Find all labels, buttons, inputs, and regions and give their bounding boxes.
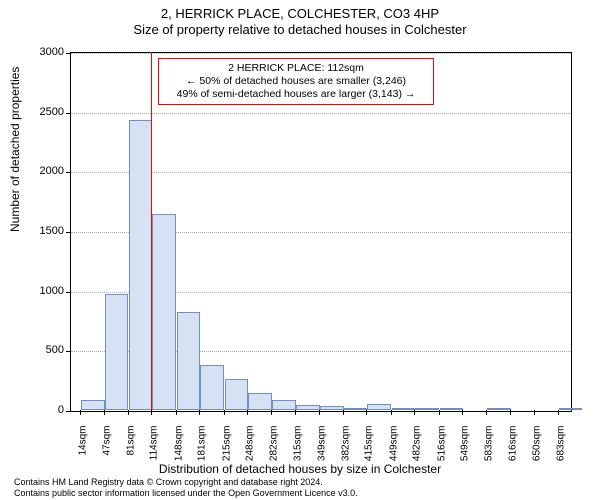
gridline <box>71 113 571 114</box>
footer-line2: Contains public sector information licen… <box>14 488 358 498</box>
x-axis-label: Distribution of detached houses by size … <box>0 462 600 476</box>
annotation-line1: 2 HERRICK PLACE: 112sqm <box>165 62 427 75</box>
xtick-mark <box>271 410 272 415</box>
page-title: 2, HERRICK PLACE, COLCHESTER, CO3 4HP <box>0 6 600 22</box>
ytick-mark <box>66 292 71 293</box>
xtick-mark <box>80 410 81 415</box>
histogram-bar <box>152 214 176 410</box>
xtick-mark <box>176 410 177 415</box>
chart-area: 2 HERRICK PLACE: 112sqm ← 50% of detache… <box>70 52 572 412</box>
histogram-bar <box>272 400 296 410</box>
plot <box>70 52 572 412</box>
histogram-bar <box>105 294 129 410</box>
histogram-bar <box>392 408 416 410</box>
ytick-label: 0 <box>14 404 64 416</box>
xtick-mark <box>199 410 200 415</box>
ytick-mark <box>66 232 71 233</box>
xtick-mark <box>534 410 535 415</box>
histogram-bar <box>200 365 224 410</box>
xtick-mark <box>151 410 152 415</box>
annotation-line2: ← 50% of detached houses are smaller (3,… <box>165 75 427 88</box>
histogram-bar <box>344 408 368 410</box>
histogram-bar <box>129 120 153 410</box>
xtick-mark <box>414 410 415 415</box>
ytick-label: 500 <box>14 344 64 356</box>
footer-line1: Contains HM Land Registry data © Crown c… <box>14 477 358 487</box>
xtick-mark <box>319 410 320 415</box>
ytick-label: 1000 <box>14 285 64 297</box>
histogram-bar <box>415 408 439 410</box>
ytick-label: 3000 <box>14 46 64 58</box>
xtick-mark <box>391 410 392 415</box>
histogram-bar <box>487 408 511 410</box>
xtick-mark <box>462 410 463 415</box>
marker-line <box>151 52 152 410</box>
xtick-mark <box>295 410 296 415</box>
y-axis-label: Number of detached properties <box>8 67 22 232</box>
ytick-mark <box>66 53 71 54</box>
histogram-bar <box>320 406 344 410</box>
annotation-box: 2 HERRICK PLACE: 112sqm ← 50% of detache… <box>158 58 434 105</box>
footer: Contains HM Land Registry data © Crown c… <box>14 477 358 498</box>
ytick-mark <box>66 172 71 173</box>
xtick-mark <box>343 410 344 415</box>
xtick-mark <box>366 410 367 415</box>
xtick-mark <box>510 410 511 415</box>
histogram-bar <box>440 408 464 410</box>
xtick-mark <box>128 410 129 415</box>
ytick-mark <box>66 113 71 114</box>
ytick-label: 2000 <box>14 165 64 177</box>
histogram-bar <box>225 379 249 410</box>
ytick-mark <box>66 351 71 352</box>
xtick-mark <box>486 410 487 415</box>
histogram-bar <box>177 312 201 410</box>
xtick-mark <box>439 410 440 415</box>
histogram-bar <box>248 393 272 410</box>
chart-container: 2, HERRICK PLACE, COLCHESTER, CO3 4HP Si… <box>0 0 600 500</box>
histogram-bar <box>559 408 583 410</box>
xtick-mark <box>558 410 559 415</box>
ytick-label: 2500 <box>14 106 64 118</box>
xtick-mark <box>247 410 248 415</box>
xtick-mark <box>104 410 105 415</box>
histogram-bar <box>296 405 320 410</box>
histogram-bar <box>81 400 105 410</box>
xtick-mark <box>224 410 225 415</box>
gridline <box>71 53 571 54</box>
ytick-mark <box>66 411 71 412</box>
page-subtitle: Size of property relative to detached ho… <box>0 22 600 38</box>
annotation-line3: 49% of semi-detached houses are larger (… <box>165 88 427 101</box>
title-block: 2, HERRICK PLACE, COLCHESTER, CO3 4HP Si… <box>0 0 600 39</box>
ytick-label: 1500 <box>14 225 64 237</box>
histogram-bar <box>367 404 391 410</box>
